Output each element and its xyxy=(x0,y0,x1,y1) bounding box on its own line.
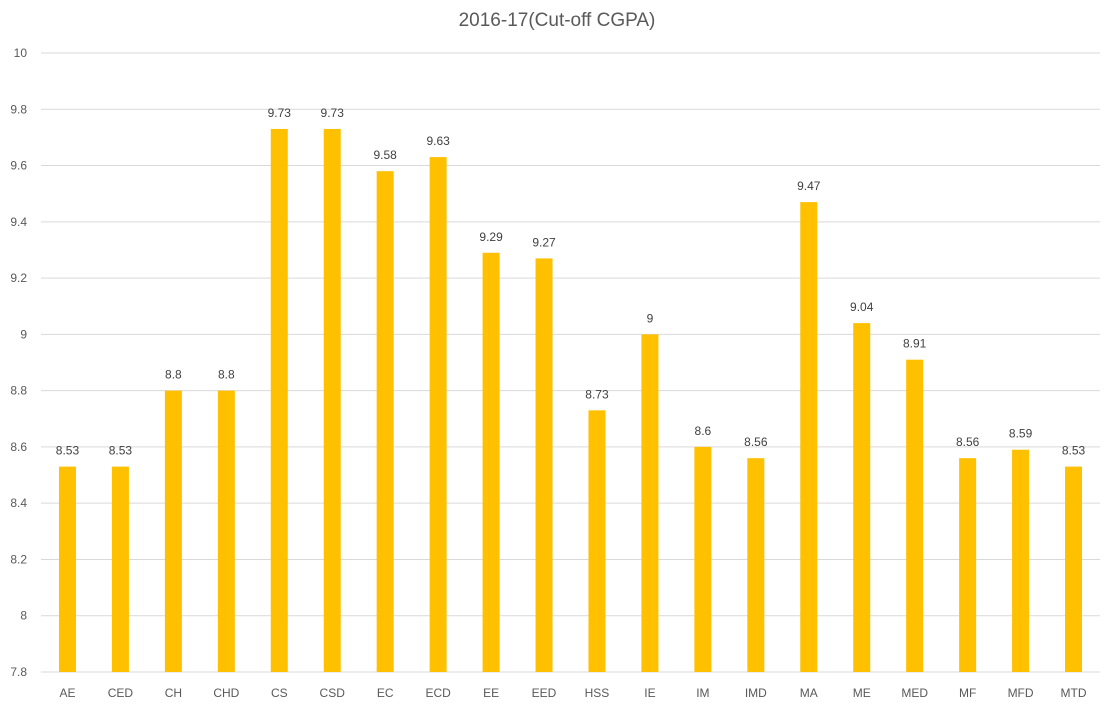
x-tick-label-ee: EE xyxy=(483,686,499,700)
data-label-csd: 9.73 xyxy=(321,106,345,120)
data-label-ee: 9.29 xyxy=(479,230,503,244)
x-tick-label-ie: IE xyxy=(644,686,655,700)
data-label-ced: 8.53 xyxy=(109,444,133,458)
data-label-ma: 9.47 xyxy=(797,179,821,193)
y-tick-label: 9.8 xyxy=(10,102,27,116)
x-tick-label-hss: HSS xyxy=(585,686,610,700)
bar-med xyxy=(906,359,924,672)
data-label-ch: 8.8 xyxy=(165,368,182,382)
x-tick-label-me: ME xyxy=(853,686,871,700)
bar-ma xyxy=(800,202,818,672)
y-tick-label: 9.4 xyxy=(10,215,27,229)
data-label-me: 9.04 xyxy=(850,300,874,314)
y-tick-label: 9.2 xyxy=(10,271,27,285)
x-tick-label-ced: CED xyxy=(108,686,134,700)
x-tick-label-eed: EED xyxy=(532,686,557,700)
data-label-chd: 8.8 xyxy=(218,368,235,382)
data-label-mf: 8.56 xyxy=(956,435,980,449)
x-tick-label-mf: MF xyxy=(959,686,976,700)
x-tick-label-ec: EC xyxy=(377,686,394,700)
bar-ec xyxy=(376,171,394,672)
x-tick-label-csd: CSD xyxy=(320,686,346,700)
y-tick-label: 8.6 xyxy=(10,440,27,454)
data-labels: 8.53 8.53 8.8 8.8 9.73 9.73 9.58 9.63 9.29 9.27 8.… xyxy=(56,106,1086,458)
data-label-ae: 8.53 xyxy=(56,444,80,458)
y-axis-tick-labels: 7.8 8 8.2 8.4 8.6 8.8 9 9.2 9.4 9.6 9.8 10 xyxy=(10,46,27,679)
y-tick-label: 8.2 xyxy=(10,552,27,566)
bar-cs xyxy=(270,128,288,672)
bar-ced xyxy=(111,466,129,672)
x-tick-label-imd: IMD xyxy=(745,686,767,700)
bar-hss xyxy=(588,410,606,672)
x-tick-label-ae: AE xyxy=(59,686,75,700)
bar-ecd xyxy=(429,157,447,672)
bar-ee xyxy=(482,252,500,672)
bar-mtd xyxy=(1065,466,1083,672)
y-tick-label: 8 xyxy=(20,609,27,623)
bar-ae xyxy=(58,466,76,672)
x-tick-label-med: MED xyxy=(901,686,928,700)
data-label-ecd: 9.63 xyxy=(426,134,450,148)
bar-mf xyxy=(959,458,977,672)
bar-ch xyxy=(164,390,182,672)
y-tick-label: 9 xyxy=(20,327,27,341)
data-label-ie: 9 xyxy=(647,311,654,325)
x-tick-label-chd: CHD xyxy=(213,686,239,700)
x-tick-label-ch: CH xyxy=(165,686,182,700)
data-label-eed: 9.27 xyxy=(532,235,556,249)
chart-title: 2016-17(Cut-off CGPA) xyxy=(459,10,656,31)
data-label-med: 8.91 xyxy=(903,337,927,351)
y-tick-label: 7.8 xyxy=(10,665,27,679)
bars xyxy=(58,128,1083,672)
x-tick-label-ma: MA xyxy=(800,686,818,700)
data-label-im: 8.6 xyxy=(695,424,712,438)
bar-chd xyxy=(217,390,235,672)
x-tick-label-mfd: MFD xyxy=(1008,686,1034,700)
bar-csd xyxy=(323,128,341,672)
y-tick-label: 8.8 xyxy=(10,384,27,398)
data-label-imd: 8.56 xyxy=(744,435,768,449)
bar-ie xyxy=(641,334,659,672)
y-tick-label: 9.6 xyxy=(10,159,27,173)
bar-me xyxy=(853,323,871,672)
x-axis-tick-labels: AE CED CH CHD CS CSD EC ECD EE EED HSS IE IM IMD MA ME M… xyxy=(59,686,1086,700)
x-tick-label-im: IM xyxy=(696,686,709,700)
bar-mfd xyxy=(1012,449,1030,672)
data-label-ec: 9.58 xyxy=(373,148,397,162)
x-tick-label-mtd: MTD xyxy=(1061,686,1087,700)
bar-eed xyxy=(535,258,553,672)
y-tick-label: 10 xyxy=(14,46,28,60)
y-tick-label: 8.4 xyxy=(10,496,27,510)
data-label-hss: 8.73 xyxy=(585,387,609,401)
x-tick-label-cs: CS xyxy=(271,686,288,700)
data-label-cs: 9.73 xyxy=(268,106,292,120)
gridlines xyxy=(41,52,1100,673)
data-label-mfd: 8.59 xyxy=(1009,427,1033,441)
bar-imd xyxy=(747,458,765,672)
bar-im xyxy=(694,446,712,672)
data-label-mtd: 8.53 xyxy=(1062,444,1086,458)
x-tick-label-ecd: ECD xyxy=(425,686,451,700)
